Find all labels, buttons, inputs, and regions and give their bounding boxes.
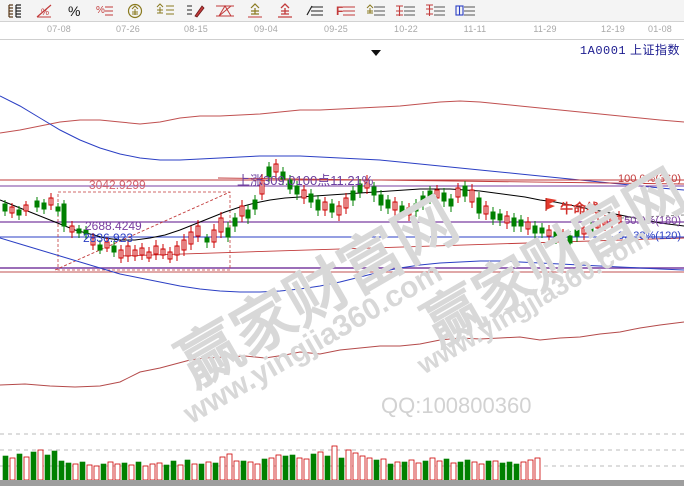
- page-title: 1A0001 上证指数: [580, 41, 680, 58]
- date-tick-label: 11-11: [463, 24, 487, 34]
- upper-blue-envelope: [0, 95, 684, 191]
- gold-split-icon[interactable]: [360, 1, 390, 21]
- golden-section-icon[interactable]: [240, 1, 270, 21]
- mid-black-ma: [0, 188, 684, 241]
- percent-split-icon[interactable]: [390, 1, 420, 21]
- projection-dashed-line: [620, 214, 684, 219]
- date-tick-label: 08-15: [183, 24, 209, 34]
- date-tick-label: 07-26: [115, 24, 141, 34]
- svg-text:%: %: [68, 3, 80, 19]
- percent-trend-icon[interactable]: %: [30, 1, 60, 21]
- date-tick-label: 10-22: [393, 24, 419, 34]
- life-line-label: 牛命线: [560, 201, 600, 216]
- bottom-status-strip: [0, 480, 684, 486]
- upper-red-band: [0, 100, 684, 134]
- price-label-low: 2836.923: [83, 231, 134, 245]
- svg-text:F: F: [336, 4, 343, 18]
- rise-annotation-text: 上涨309.0100点11.21%: [237, 173, 374, 188]
- svg-text:%: %: [96, 5, 105, 16]
- red-flag-icon: [545, 198, 557, 211]
- price-label-high: 3042.9299: [89, 178, 146, 192]
- half-level-icon[interactable]: [300, 1, 330, 21]
- date-tick-label: 07-08: [46, 24, 72, 34]
- instrument-code: 1A0001: [579, 44, 627, 58]
- price-label-mid: 2688.4249: [85, 219, 142, 233]
- volume-bars: [2, 445, 541, 480]
- speed-resist-icon[interactable]: [420, 1, 450, 21]
- pen-draw-icon[interactable]: [180, 1, 210, 21]
- gold-circle-icon[interactable]: [120, 1, 150, 21]
- fib-label-100: 100.0%(360): [618, 173, 681, 185]
- percent-level-icon[interactable]: %: [90, 1, 120, 21]
- four-split-icon[interactable]: [450, 1, 480, 21]
- trend-dashed-rise: [54, 191, 231, 271]
- candlestick-series: [2, 159, 684, 263]
- trend-lower-diagonal: [119, 237, 684, 257]
- fib-label-50: 50.0%(180): [624, 215, 681, 227]
- date-tick-label: 11-29: [533, 24, 557, 34]
- date-tick-label: 09-25: [323, 24, 349, 34]
- percent-icon[interactable]: %: [60, 1, 90, 21]
- gold-level-icon[interactable]: [150, 1, 180, 21]
- date-tick-label: 09-04: [253, 24, 279, 34]
- fib-label-33: 33.33%(120): [618, 230, 681, 242]
- golden-ratio-icon[interactable]: [270, 1, 300, 21]
- lower-red-band: [0, 321, 684, 388]
- date-tick-label: 12-19: [600, 24, 626, 34]
- axis-divider-line: [0, 39, 684, 40]
- date-axis: 07-08 07-26 08-15 09-04 09-25 10-22 11-1…: [0, 23, 684, 39]
- trend-upper-diagonal: [217, 177, 684, 185]
- drawing-tools-toolbar: % % %: [0, 0, 684, 22]
- lower-blue-envelope: [0, 237, 684, 293]
- cursor-marker-triangle-icon: [371, 50, 381, 56]
- gann-fan-icon[interactable]: [210, 1, 240, 21]
- indicator-list-icon[interactable]: [0, 1, 30, 21]
- instrument-name: 上证指数: [629, 43, 680, 57]
- date-tick-label: 01-08: [647, 24, 673, 34]
- svg-text:%: %: [41, 7, 49, 17]
- price-chart-pane[interactable]: [0, 60, 684, 428]
- fibonacci-icon[interactable]: F: [330, 1, 360, 21]
- volume-chart-pane[interactable]: [0, 428, 684, 480]
